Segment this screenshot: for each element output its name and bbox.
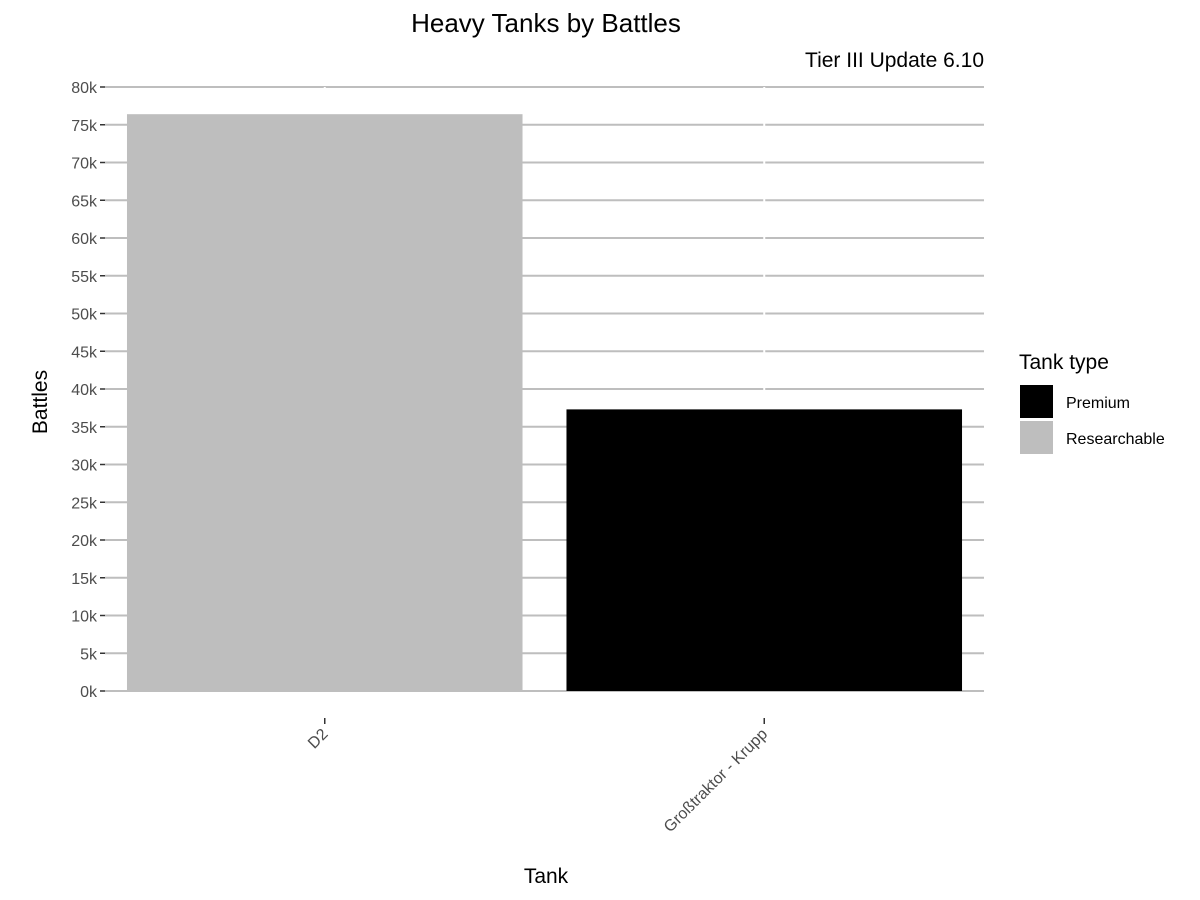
y-tick-label: 35k bbox=[71, 420, 98, 437]
y-tick-label: 65k bbox=[71, 193, 98, 210]
y-tick-label: 30k bbox=[71, 458, 98, 475]
y-axis-title: Battles bbox=[29, 370, 52, 434]
bar bbox=[126, 114, 523, 692]
legend-label: Premium bbox=[1066, 395, 1130, 412]
legend-swatch bbox=[1020, 421, 1053, 454]
y-tick-label: 60k bbox=[71, 231, 98, 248]
y-tick-label: 15k bbox=[71, 571, 98, 588]
chart-subtitle: Tier III Update 6.10 bbox=[805, 49, 984, 72]
legend-label: Researchable bbox=[1066, 431, 1165, 448]
x-axis-title: Tank bbox=[524, 865, 569, 888]
x-tick-label: Großtraktor - Krupp bbox=[661, 726, 771, 836]
y-tick-label: 50k bbox=[71, 307, 98, 324]
y-tick-label: 55k bbox=[71, 269, 98, 286]
y-tick-label: 45k bbox=[71, 344, 98, 361]
x-tick-label: D2 bbox=[305, 726, 332, 753]
y-tick-label: 25k bbox=[71, 495, 98, 512]
y-tick-label: 75k bbox=[71, 118, 98, 135]
legend-title: Tank type bbox=[1019, 351, 1109, 374]
legend: Tank type Premium Researchable bbox=[1019, 351, 1165, 454]
y-tick-label: 80k bbox=[71, 80, 98, 97]
legend-swatch bbox=[1020, 385, 1053, 418]
x-axis: D2 Großtraktor - Krupp bbox=[305, 718, 771, 836]
y-tick-label: 40k bbox=[71, 382, 98, 399]
y-tick-label: 20k bbox=[71, 533, 98, 550]
chart-title: Heavy Tanks by Battles bbox=[411, 8, 681, 38]
y-axis: 0k 5k 10k 15k 20k 25k 30k 35k 40k 45k 50k 55k 60k 65k… bbox=[71, 80, 105, 701]
y-tick-label: 10k bbox=[71, 609, 98, 626]
bar bbox=[566, 409, 963, 691]
y-tick-label: 0k bbox=[80, 684, 98, 701]
bars bbox=[126, 114, 963, 692]
y-tick-label: 70k bbox=[71, 156, 98, 173]
y-tick-label: 5k bbox=[80, 646, 98, 663]
